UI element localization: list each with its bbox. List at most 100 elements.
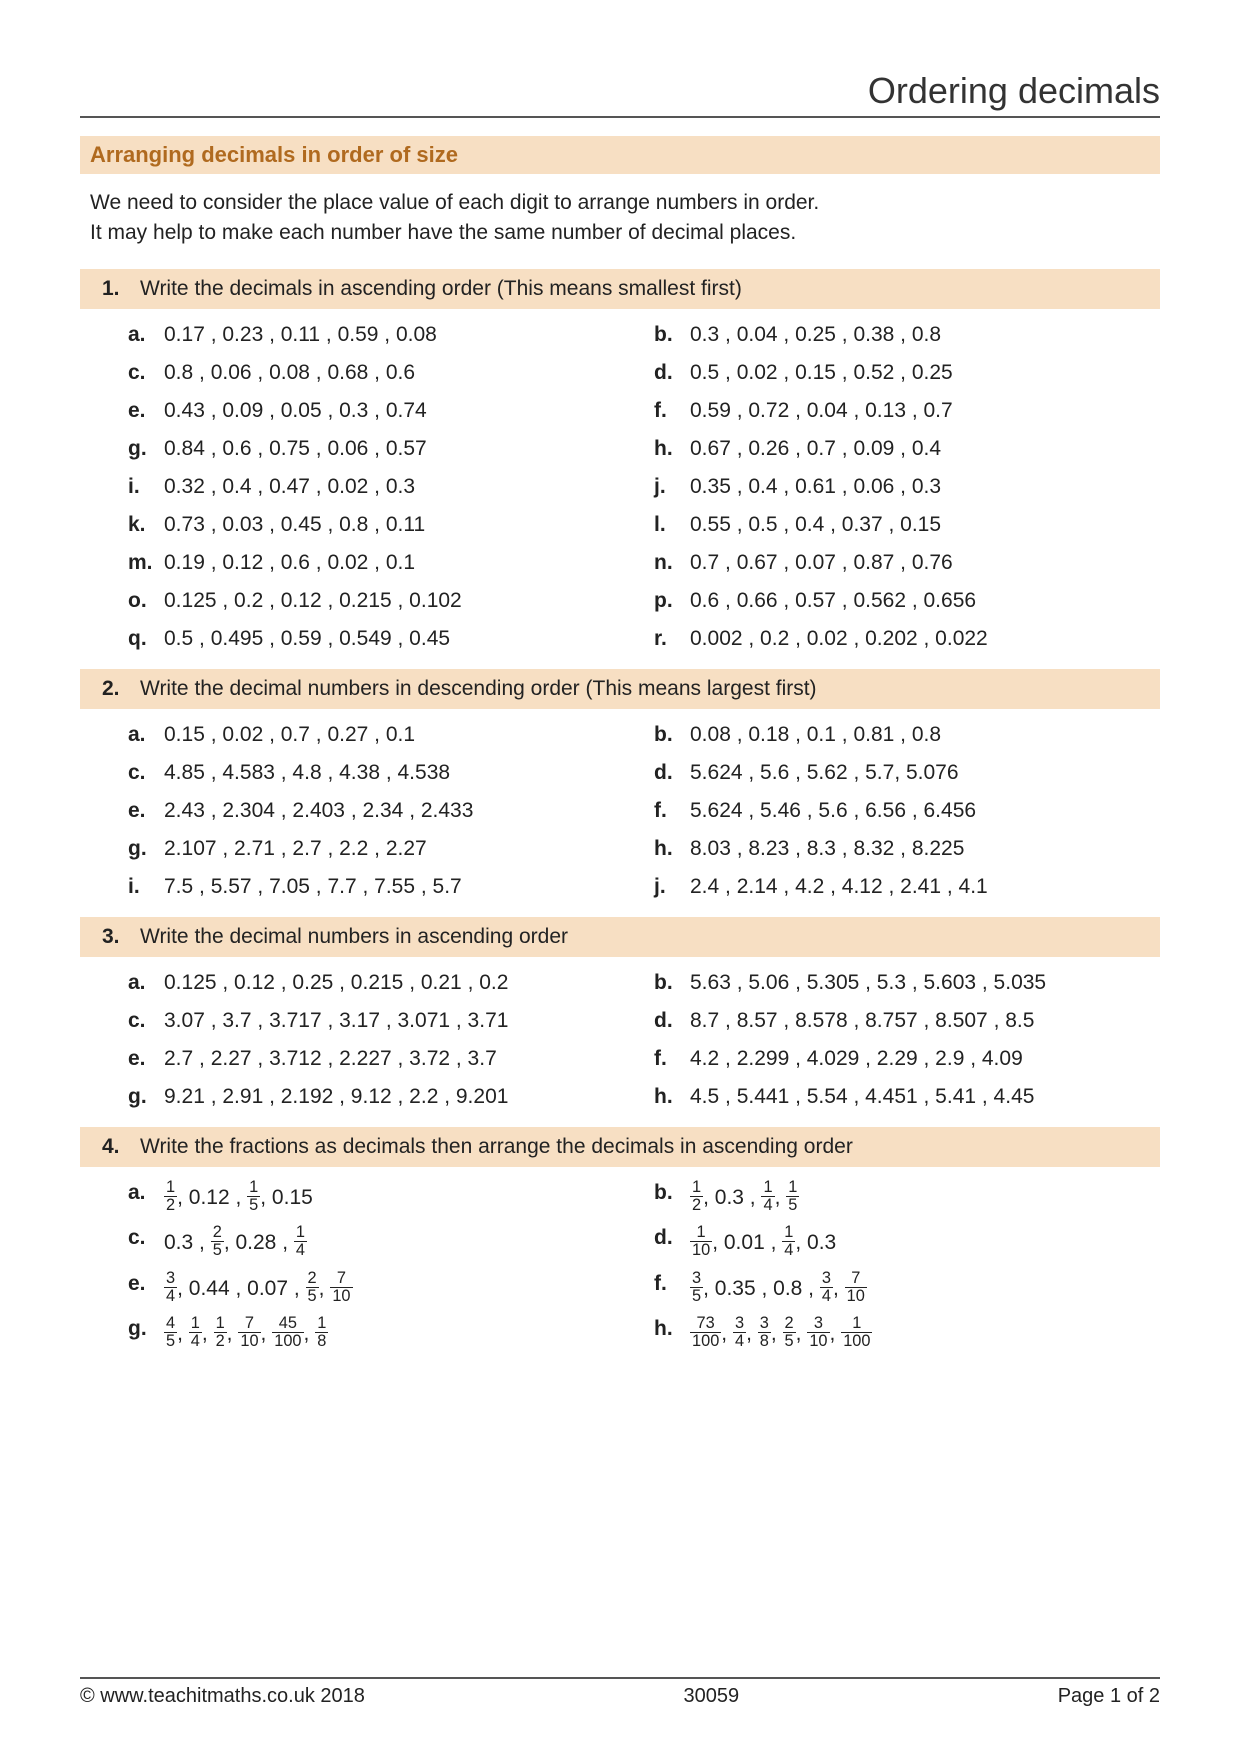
item-label: e. — [128, 399, 154, 423]
list-item: b. 0.08 , 0.18 , 0.1 , 0.81 , 0.8 — [654, 723, 1160, 747]
item-label: d. — [654, 1226, 680, 1261]
item-value: 0.67 , 0.26 , 0.7 , 0.09 , 0.4 — [690, 437, 941, 461]
question-number: 2. — [102, 677, 126, 701]
item-value: 0.8 , 0.06 , 0.08 , 0.68 , 0.6 — [164, 361, 415, 385]
item-label: e. — [128, 1047, 154, 1071]
item-label: f. — [654, 399, 680, 423]
list-item: d.8.7 , 8.57 , 8.578 , 8.757 , 8.507 , 8… — [654, 1009, 1160, 1033]
question-3-items: a.0.125 , 0.12 , 0.25 , 0.215 , 0.21 , 0… — [128, 971, 1160, 1109]
intro-line: We need to consider the place value of e… — [90, 188, 1150, 218]
fraction: 12 — [690, 1179, 703, 1214]
item-label: c. — [128, 1009, 154, 1033]
list-item: e. 2.43 , 2.304 , 2.403 , 2.34 , 2.433 — [128, 799, 634, 823]
item-value: 0.002 , 0.2 , 0.02 , 0.202 , 0.022 — [690, 627, 988, 651]
list-item: b.5.63 , 5.06 , 5.305 , 5.3 , 5.603 , 5.… — [654, 971, 1160, 995]
list-item: g.2.107 , 2.71 , 2.7 , 2.2 , 2.27 — [128, 837, 634, 861]
question-4-bar: 4. Write the fractions as decimals then … — [80, 1127, 1160, 1167]
list-item: f.0.59 , 0.72 , 0.04 , 0.13 , 0.7 — [654, 399, 1160, 423]
item-label: a. — [128, 723, 154, 747]
item-value: 0.3 , 0.04 , 0.25 , 0.38 , 0.8 — [690, 323, 941, 347]
question-number: 1. — [102, 277, 126, 301]
item-value: 3.07 , 3.7 , 3.717 , 3.17 , 3.071 , 3.71 — [164, 1009, 508, 1033]
fraction: 14 — [189, 1315, 202, 1350]
list-item: o.0.125 , 0.2 , 0.12 , 0.215 , 0.102 — [128, 589, 634, 613]
fraction: 710 — [238, 1315, 260, 1350]
item-value: 4.2 , 2.299 , 4.029 , 2.29 , 2.9 , 4.09 — [690, 1047, 1023, 1071]
question-number: 4. — [102, 1135, 126, 1159]
fraction: 14 — [761, 1179, 774, 1214]
question-number: 3. — [102, 925, 126, 949]
fraction: 14 — [782, 1224, 795, 1259]
item-label: r. — [654, 627, 680, 651]
fraction: 12 — [164, 1179, 177, 1214]
list-item: g.45, 14, 12, 710, 45100, 18 — [128, 1317, 634, 1352]
fraction: 710 — [845, 1270, 867, 1305]
item-label: h. — [654, 1085, 680, 1109]
fraction: 12 — [214, 1315, 227, 1350]
intro-text: We need to consider the place value of e… — [90, 188, 1150, 249]
list-item: a.0.15 , 0.02 , 0.7 , 0.27 , 0.1 — [128, 723, 634, 747]
question-text: Write the fractions as decimals then arr… — [140, 1135, 853, 1159]
item-label: e. — [128, 799, 154, 823]
item-value: 8.7 , 8.57 , 8.578 , 8.757 , 8.507 , 8.5 — [690, 1009, 1034, 1033]
list-item: d.0.5 , 0.02 , 0.15 , 0.52 , 0.25 — [654, 361, 1160, 385]
footer-line: © www.teachitmaths.co.uk 2018 30059 Page… — [80, 1677, 1160, 1708]
question-3-bar: 3. Write the decimal numbers in ascendin… — [80, 917, 1160, 957]
item-label: b. — [654, 971, 680, 995]
item-label: c. — [128, 761, 154, 785]
item-value: 0.7 , 0.67 , 0.07 , 0.87 , 0.76 — [690, 551, 953, 575]
item-value: 73100, 34, 38, 25, 310, 1100 — [690, 1317, 872, 1352]
item-label: p. — [654, 589, 680, 613]
item-value: 0.5 , 0.495 , 0.59 , 0.549 , 0.45 — [164, 627, 450, 651]
list-item: p.0.6 , 0.66 , 0.57 , 0.562 , 0.656 — [654, 589, 1160, 613]
question-2-items: a.0.15 , 0.02 , 0.7 , 0.27 , 0.1 b. 0.08 ,… — [128, 723, 1160, 899]
item-label: g. — [128, 837, 154, 861]
item-label: c. — [128, 1226, 154, 1261]
item-value: 7.5 , 5.57 , 7.05 , 7.7 , 7.55 , 5.7 — [164, 875, 462, 899]
item-label: f. — [654, 799, 680, 823]
item-value: 9.21 , 2.91 , 2.192 , 9.12 , 2.2 , 9.201 — [164, 1085, 508, 1109]
question-1-items: a.0.17 , 0.23 , 0.11 , 0.59 , 0.08b.0.3 … — [128, 323, 1160, 651]
item-value: 0.3 , 25, 0.28 , 14 — [164, 1226, 307, 1261]
item-value: 4.85 , 4.583 , 4.8 , 4.38 , 4.538 — [164, 761, 450, 785]
item-label: b. — [654, 723, 680, 747]
item-value: 5.624 , 5.46 , 5.6 , 6.56 , 6.456 — [690, 799, 976, 823]
list-item: r. 0.002 , 0.2 , 0.02 , 0.202 , 0.022 — [654, 627, 1160, 651]
item-label: c. — [128, 361, 154, 385]
item-label: q. — [128, 627, 154, 651]
fraction: 710 — [330, 1270, 352, 1305]
fraction: 38 — [758, 1315, 771, 1350]
list-item: c. 4.85 , 4.583 , 4.8 , 4.38 , 4.538 — [128, 761, 634, 785]
fraction: 25 — [306, 1270, 319, 1305]
item-label: g. — [128, 1317, 154, 1352]
footer-left: © www.teachitmaths.co.uk 2018 — [80, 1685, 365, 1708]
list-item: m.0.19 , 0.12 , 0.6 , 0.02 , 0.1 — [128, 551, 634, 575]
item-label: f. — [654, 1047, 680, 1071]
footer-right: Page 1 of 2 — [1058, 1685, 1160, 1708]
list-item: h.0.67 , 0.26 , 0.7 , 0.09 , 0.4 — [654, 437, 1160, 461]
item-value: 2.43 , 2.304 , 2.403 , 2.34 , 2.433 — [164, 799, 473, 823]
item-value: 0.19 , 0.12 , 0.6 , 0.02 , 0.1 — [164, 551, 415, 575]
item-value: 35, 0.35 , 0.8 , 34, 710 — [690, 1272, 867, 1307]
item-label: g. — [128, 437, 154, 461]
fraction: 1100 — [841, 1315, 872, 1350]
item-value: 110, 0.01 , 14, 0.3 — [690, 1226, 836, 1261]
fraction: 15 — [786, 1179, 799, 1214]
list-item: h.4.5 , 5.441 , 5.54 , 4.451 , 5.41 , 4.… — [654, 1085, 1160, 1109]
list-item: k.0.73 , 0.03 , 0.45 , 0.8 , 0.11 — [128, 513, 634, 537]
item-label: b. — [654, 323, 680, 347]
question-text: Write the decimals in ascending order (T… — [140, 277, 742, 301]
list-item: c. 3.07 , 3.7 , 3.717 , 3.17 , 3.071 , 3.… — [128, 1009, 634, 1033]
item-label: h. — [654, 837, 680, 861]
item-value: 0.125 , 0.12 , 0.25 , 0.215 , 0.21 , 0.2 — [164, 971, 508, 995]
item-label: i. — [128, 875, 154, 899]
fraction: 14 — [294, 1224, 307, 1259]
question-1-bar: 1. Write the decimals in ascending order… — [80, 269, 1160, 309]
list-item: a.0.125 , 0.12 , 0.25 , 0.215 , 0.21 , 0… — [128, 971, 634, 995]
fraction: 310 — [807, 1315, 829, 1350]
item-value: 0.08 , 0.18 , 0.1 , 0.81 , 0.8 — [690, 723, 941, 747]
list-item: b.12, 0.3 , 14, 15 — [654, 1181, 1160, 1216]
item-value: 0.84 , 0.6 , 0.75 , 0.06 , 0.57 — [164, 437, 427, 461]
fraction: 25 — [211, 1224, 224, 1259]
item-value: 12, 0.12 , 15, 0.15 — [164, 1181, 313, 1216]
